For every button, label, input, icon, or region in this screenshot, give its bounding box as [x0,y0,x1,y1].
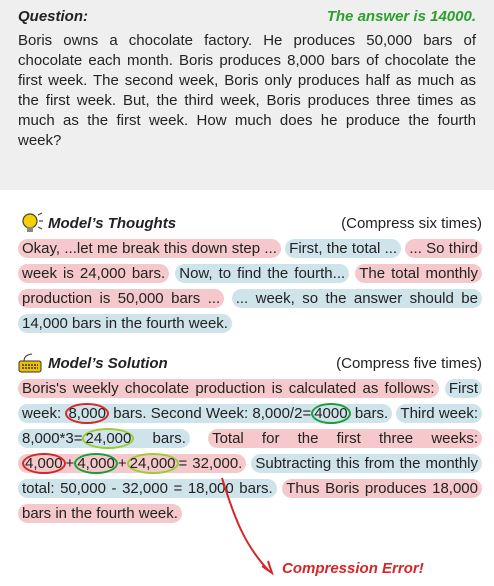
segment-text: Boris's weekly chocolate production is c… [22,380,435,397]
circled-number: 24,000 [127,453,179,474]
question-header: Question: The answer is 14000. [18,8,476,25]
highlight-segment: Boris's weekly chocolate production is c… [18,379,439,398]
segment-text: + [66,455,75,472]
solution-note: (Compress five times) [336,355,482,372]
solution-header: Model’s Solution (Compress five times) [0,350,494,376]
highlight-segment: Now, to find the fourth... [175,264,349,283]
segment-text: Now, to find the fourth... [179,265,345,282]
thoughts-segments: Okay, ...let me break this down step ...… [0,236,494,336]
segment-text: bars. Second Week: 8,000/2= [109,405,311,422]
segment-text: bars. [134,430,186,447]
page: Question: The answer is 14000. Boris own… [0,0,494,586]
segment-text: Okay, ...let me break this down step ... [22,240,277,257]
annotation: Compression Error! [282,560,424,577]
answer: The answer is 14000. [327,8,476,25]
solution-segments: Boris's weekly chocolate production is c… [0,376,494,526]
thoughts-header: Model’s Thoughts (Compress six times) [0,210,494,236]
thoughts-title: Model’s Thoughts [48,215,176,232]
question-label: Question: [18,8,88,25]
thoughts-note: (Compress six times) [341,215,482,232]
segment-text: = 32,000. [179,455,243,472]
segment-text: bars. [351,405,389,422]
highlight-segment: First, the total ... [285,239,401,258]
highlight-segment: Okay, ...let me break this down step ... [18,239,281,258]
circled-number: 24,000 [82,428,134,449]
question-text: Boris owns a chocolate factory. He produ… [18,31,476,151]
circled-number: 4,000 [22,453,66,474]
keyboard-icon [18,351,44,375]
circled-number: 4000 [311,403,350,424]
segment-text: First, the total ... [289,240,397,257]
circled-number: 4,000 [74,453,118,474]
solution-title: Model’s Solution [48,355,168,372]
segment-text: + [118,455,127,472]
segment-text: Total for the first three weeks: [212,430,478,447]
circled-number: 8,000 [65,403,109,424]
bulb-icon [18,211,44,235]
question-box: Question: The answer is 14000. Boris own… [0,0,494,190]
